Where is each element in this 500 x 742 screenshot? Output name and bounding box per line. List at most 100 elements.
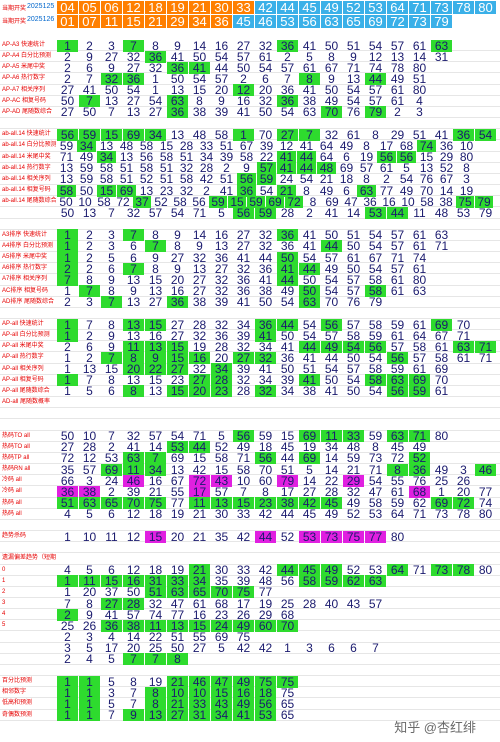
row-divider bbox=[0, 117, 500, 119]
number-cell: 54 bbox=[368, 473, 383, 488]
number-cell: 70 bbox=[211, 586, 232, 599]
number-cell: 45 bbox=[299, 564, 320, 577]
number-cell: 24 bbox=[104, 473, 119, 488]
header-number-cell: 36 bbox=[211, 15, 232, 28]
number-cell: 19 bbox=[170, 563, 185, 578]
number-cell: 9 bbox=[350, 49, 357, 64]
number-cell: 54 bbox=[259, 183, 274, 198]
number-cell: 8 bbox=[328, 49, 335, 64]
number-cell: 58 bbox=[179, 172, 194, 187]
number-cell: 36 bbox=[277, 229, 298, 242]
row-label: AP-all 白分比预测 bbox=[2, 332, 50, 339]
row-divider bbox=[0, 384, 500, 386]
number-cell: 7 bbox=[64, 596, 71, 611]
number-cell: 74 bbox=[417, 139, 436, 152]
number-cell: 58 bbox=[434, 350, 449, 365]
number-cell: 8 bbox=[196, 94, 203, 109]
number-cell: 7 bbox=[108, 205, 115, 220]
number-cell: 27 bbox=[192, 272, 207, 287]
number-cell: 65 bbox=[101, 497, 122, 510]
number-cell: 33 bbox=[189, 697, 210, 710]
header-number-cell: 05 bbox=[79, 1, 100, 14]
number-cell: 49 bbox=[434, 462, 449, 477]
number-cell: 15 bbox=[211, 686, 232, 699]
row-divider bbox=[0, 306, 500, 308]
header-number-cell: 46 bbox=[255, 15, 276, 28]
number-cell: 34 bbox=[280, 384, 295, 399]
number-cell: 75 bbox=[255, 675, 276, 688]
number-cell: 61 bbox=[302, 60, 317, 75]
number-cell: 34 bbox=[189, 575, 210, 588]
number-cell: 5 bbox=[86, 563, 93, 578]
number-cell: 32 bbox=[126, 49, 141, 64]
number-cell: 58 bbox=[159, 150, 174, 165]
number-cell: 10 bbox=[236, 473, 251, 488]
number-cell: 26 bbox=[82, 618, 97, 633]
number-cell: 41 bbox=[280, 339, 295, 354]
number-cell: 13 bbox=[419, 161, 434, 176]
number-cell: 8 bbox=[262, 484, 269, 499]
number-cell: 39 bbox=[259, 138, 274, 153]
number-cell: 1 bbox=[57, 39, 78, 52]
number-cell: 29 bbox=[439, 150, 454, 165]
number-cell: 56 bbox=[387, 385, 408, 398]
number-cell: 34 bbox=[145, 128, 166, 141]
number-cell: 32 bbox=[346, 484, 361, 499]
number-cell: 13 bbox=[170, 462, 185, 477]
number-cell: 7 bbox=[123, 229, 144, 242]
number-cell: 28 bbox=[324, 484, 339, 499]
number-cell: 41 bbox=[299, 138, 314, 153]
number-cell: 27 bbox=[236, 228, 251, 243]
number-cell: 61 bbox=[412, 261, 427, 276]
number-cell: 9 bbox=[174, 38, 181, 53]
number-cell: 5 bbox=[108, 250, 115, 265]
number-cell: 44 bbox=[387, 206, 408, 219]
number-cell: 7 bbox=[108, 105, 115, 120]
number-cell: 57 bbox=[126, 607, 141, 622]
number-cell: 50 bbox=[258, 295, 273, 310]
number-cell: 27 bbox=[277, 128, 298, 141]
number-cell: 59 bbox=[79, 161, 94, 176]
number-cell: 61 bbox=[434, 384, 449, 399]
number-cell: 58 bbox=[99, 161, 114, 176]
number-cell: 8 bbox=[174, 239, 181, 254]
number-cell: 71 bbox=[478, 350, 493, 365]
number-cell: 27 bbox=[302, 484, 317, 499]
number-cell: 15 bbox=[214, 462, 229, 477]
number-cell: 58 bbox=[173, 194, 187, 209]
number-cell: 70 bbox=[456, 317, 471, 332]
number-cell: 43 bbox=[346, 596, 361, 611]
number-cell: 59 bbox=[368, 328, 383, 343]
number-cell: 1 bbox=[152, 83, 159, 98]
row-label: 热码 all bbox=[2, 510, 22, 517]
number-cell: 41 bbox=[170, 49, 185, 64]
number-cell: 6 bbox=[108, 384, 115, 399]
number-cell: 44 bbox=[365, 72, 386, 85]
number-cell: 57 bbox=[368, 94, 383, 109]
number-cell: 63 bbox=[302, 105, 317, 120]
number-cell: 50 bbox=[79, 183, 94, 198]
number-cell: 49 bbox=[324, 507, 339, 522]
row-label: ab-all.14 相复号码 bbox=[2, 187, 51, 194]
number-cell: 49 bbox=[280, 284, 295, 299]
number-cell: 1 bbox=[64, 362, 71, 377]
number-cell: 16 bbox=[189, 351, 210, 364]
number-cell: 42 bbox=[192, 462, 207, 477]
number-cell: 44 bbox=[280, 451, 295, 466]
number-cell: 44 bbox=[324, 350, 339, 365]
number-cell: 72 bbox=[189, 474, 210, 487]
header-number-cell: 21 bbox=[189, 1, 210, 14]
number-cell: 71 bbox=[368, 462, 383, 477]
number-cell: 44 bbox=[277, 564, 298, 577]
number-cell: 31 bbox=[145, 575, 166, 588]
row-label: A7排序 相关序列 bbox=[2, 276, 48, 283]
number-cell: 8 bbox=[86, 272, 93, 287]
number-cell: 6 bbox=[108, 261, 115, 276]
number-cell: 12 bbox=[368, 49, 383, 64]
number-cell: 16 bbox=[382, 194, 396, 209]
number-cell: 19 bbox=[359, 150, 374, 165]
number-cell: 20 bbox=[214, 350, 229, 365]
number-cell: 75 bbox=[277, 675, 298, 688]
number-cell: 23 bbox=[159, 183, 174, 198]
row-label: 热码TP all bbox=[2, 454, 30, 461]
